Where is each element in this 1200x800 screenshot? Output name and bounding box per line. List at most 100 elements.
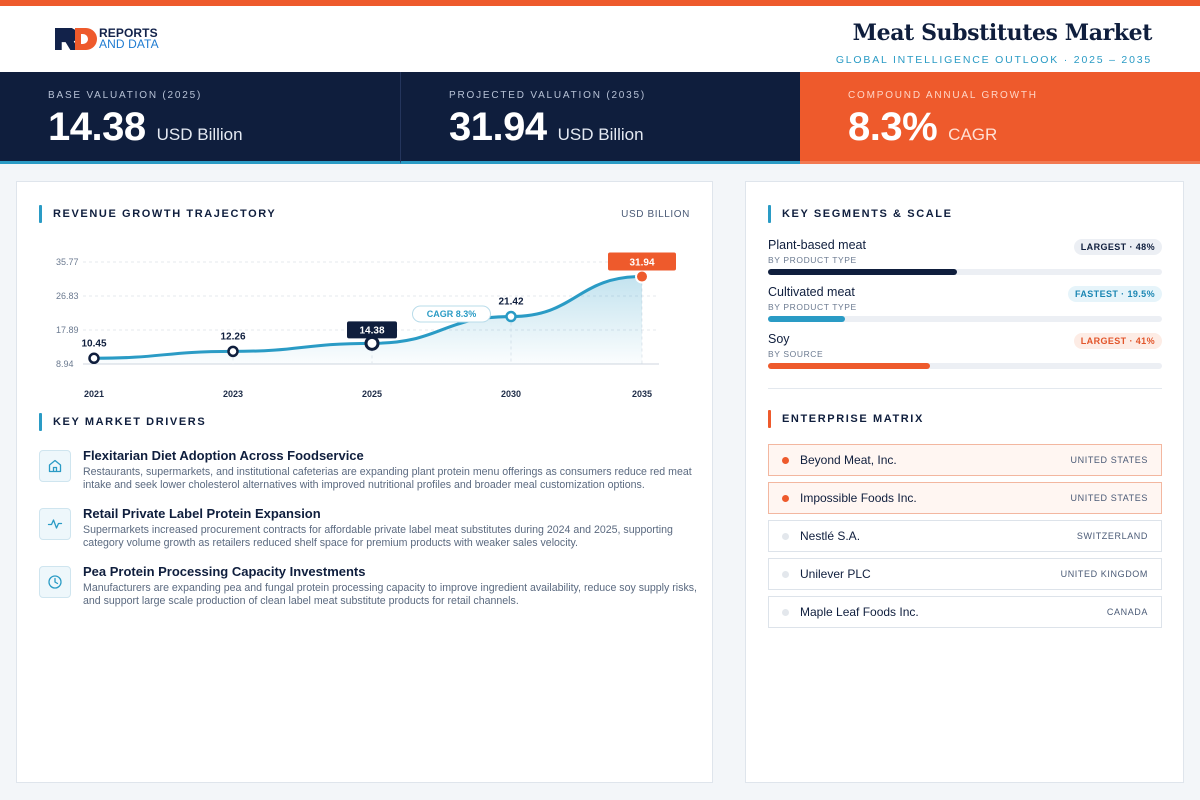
company-row[interactable]: Impossible Foods Inc. UNITED STATES [768,482,1162,514]
enterprise-list: Beyond Meat, Inc. UNITED STATES Impossib… [768,444,1162,634]
x-tick-label: 2030 [501,389,521,399]
drivers-section-title: KEY MARKET DRIVERS [39,413,206,431]
data-point [364,335,380,351]
driver-title: Pea Protein Processing Capacity Investme… [83,564,366,579]
top-accent-bar [0,0,1200,6]
cagr-annotation: CAGR 8.3% [427,309,477,319]
company-marker [782,494,789,502]
kpi-label: PROJECTED VALUATION (2035) [449,90,647,101]
kpi-label: BASE VALUATION (2025) [48,90,203,101]
segment-row: Soy BY SOURCE LARGEST · 41% [768,332,1162,379]
section-accent-bar [39,413,42,431]
driver-title: Retail Private Label Protein Expansion [83,506,321,521]
driver-item: Retail Private Label Protein Expansion S… [39,506,699,550]
segments-title: KEY SEGMENTS & SCALE [782,208,953,220]
kpi-unit: USD Billion [156,125,243,144]
driver-description: Supermarkets increased procurement contr… [83,524,673,549]
company-name: Maple Leaf Foods Inc. [800,605,919,619]
y-tick-label: 26.83 [56,291,79,301]
building-icon [39,450,71,482]
driver-title: Flexitarian Diet Adoption Across Foodser… [83,448,364,463]
company-country: SWITZERLAND [1076,531,1148,541]
y-tick-label: 35.77 [56,257,79,267]
kpi-unit: CAGR [948,125,998,144]
segment-badge: LARGEST · 41% [1073,333,1162,349]
kpi-strip: BASE VALUATION (2025) 14.38 USD Billion P… [0,72,1200,164]
segment-bar-track [768,363,1162,369]
segment-badge: FASTEST · 19.5% [1067,286,1162,302]
driver-description: Restaurants, supermarkets, and instituti… [83,466,692,491]
segment-category: BY SOURCE [768,349,824,359]
segment-row: Plant-based meat BY PRODUCT TYPE LARGEST… [768,238,1162,285]
segment-category: BY PRODUCT TYPE [768,302,857,312]
page-title: Meat Substitutes Market [852,20,1153,46]
segment-bar-fill [768,316,845,322]
data-label: 14.38 [359,325,384,336]
logo-wordmark: REPORTS AND DATA [99,26,159,51]
cagr-annotation-pill [412,305,491,323]
data-label: 10.45 [81,338,106,349]
section-accent-bar [39,205,42,223]
company-row[interactable]: Unilever PLC UNITED KINGDOM [768,558,1162,590]
kpi-base-valuation: BASE VALUATION (2025) 14.38 USD Billion [0,72,400,164]
company-row[interactable]: Maple Leaf Foods Inc. CANADA [768,596,1162,628]
x-tick-label: 2025 [362,389,382,399]
end-value-badge [608,252,676,271]
logo-mark-icon [55,28,97,50]
data-label: 21.42 [498,297,523,308]
segment-name: Soy [768,332,790,346]
segment-bar-track [768,316,1162,322]
data-point [227,345,239,358]
kpi-unit: USD Billion [557,125,644,144]
page-subtitle: GLOBAL INTELLIGENCE OUTLOOK · 2025 – 203… [835,54,1152,66]
logo-line-2: AND DATA [99,37,159,51]
x-tick-label: 2021 [84,389,104,399]
section-accent-bar [768,205,771,223]
driver-item: Flexitarian Diet Adoption Across Foodser… [39,448,699,492]
segments-card: KEY SEGMENTS & SCALE Plant-based meat BY… [745,181,1184,783]
company-row[interactable]: Nestlé S.A. SWITZERLAND [768,520,1162,552]
section-divider [768,388,1162,389]
data-point [635,269,649,284]
company-marker [782,456,789,464]
enterprise-title: ENTERPRISE MATRIX [782,413,924,425]
driver-item: Pea Protein Processing Capacity Investme… [39,564,699,608]
kpi-projected-valuation: PROJECTED VALUATION (2035) 31.94 USD Bill… [400,72,800,164]
company-row[interactable]: Beyond Meat, Inc. UNITED STATES [768,444,1162,476]
y-tick-label: 17.89 [56,325,79,335]
x-tick-label: 2035 [632,389,652,399]
trajectory-section-title: REVENUE GROWTH TRAJECTORY [39,205,276,223]
company-name: Impossible Foods Inc. [800,491,917,505]
segment-bar-track [768,269,1162,275]
kpi-cagr: COMPOUND ANNUAL GROWTH 8.3% CAGR [800,72,1200,164]
segments-section-title: KEY SEGMENTS & SCALE [768,205,953,223]
segment-row: Cultivated meat BY PRODUCT TYPE FASTEST … [768,285,1162,332]
chart-unit-label: USD BILLION [621,209,690,220]
logo-line-1: REPORTS [99,26,158,40]
clock-icon [39,566,71,598]
segment-badge: LARGEST · 48% [1073,239,1162,255]
segment-name: Plant-based meat [768,238,866,252]
kpi-label: COMPOUND ANNUAL GROWTH [848,90,1038,101]
enterprise-section-title: ENTERPRISE MATRIX [768,410,924,428]
company-marker [782,608,789,616]
section-accent-bar [768,410,771,428]
kpi-value: 14.38 [48,105,146,149]
company-marker [782,532,789,540]
y-tick-label: 8.94 [56,359,74,369]
segment-name: Cultivated meat [768,285,855,299]
company-name: Nestlé S.A. [800,529,861,543]
drivers-list: Flexitarian Diet Adoption Across Foodser… [39,448,699,622]
trajectory-title: REVENUE GROWTH TRAJECTORY [53,208,277,220]
segments-list: Plant-based meat BY PRODUCT TYPE LARGEST… [768,238,1162,379]
data-label: 31.94 [629,258,654,269]
brand-logo[interactable]: REPORTS AND DATA [55,26,159,51]
x-tick-label: 2023 [223,389,243,399]
pulse-icon [39,508,71,540]
company-country: CANADA [1106,607,1148,617]
company-marker [782,570,789,578]
base-value-badge [347,321,397,339]
company-country: UNITED STATES [1070,493,1148,503]
data-point [88,352,100,365]
page-header: REPORTS AND DATA Meat Substitutes Market… [0,6,1200,72]
